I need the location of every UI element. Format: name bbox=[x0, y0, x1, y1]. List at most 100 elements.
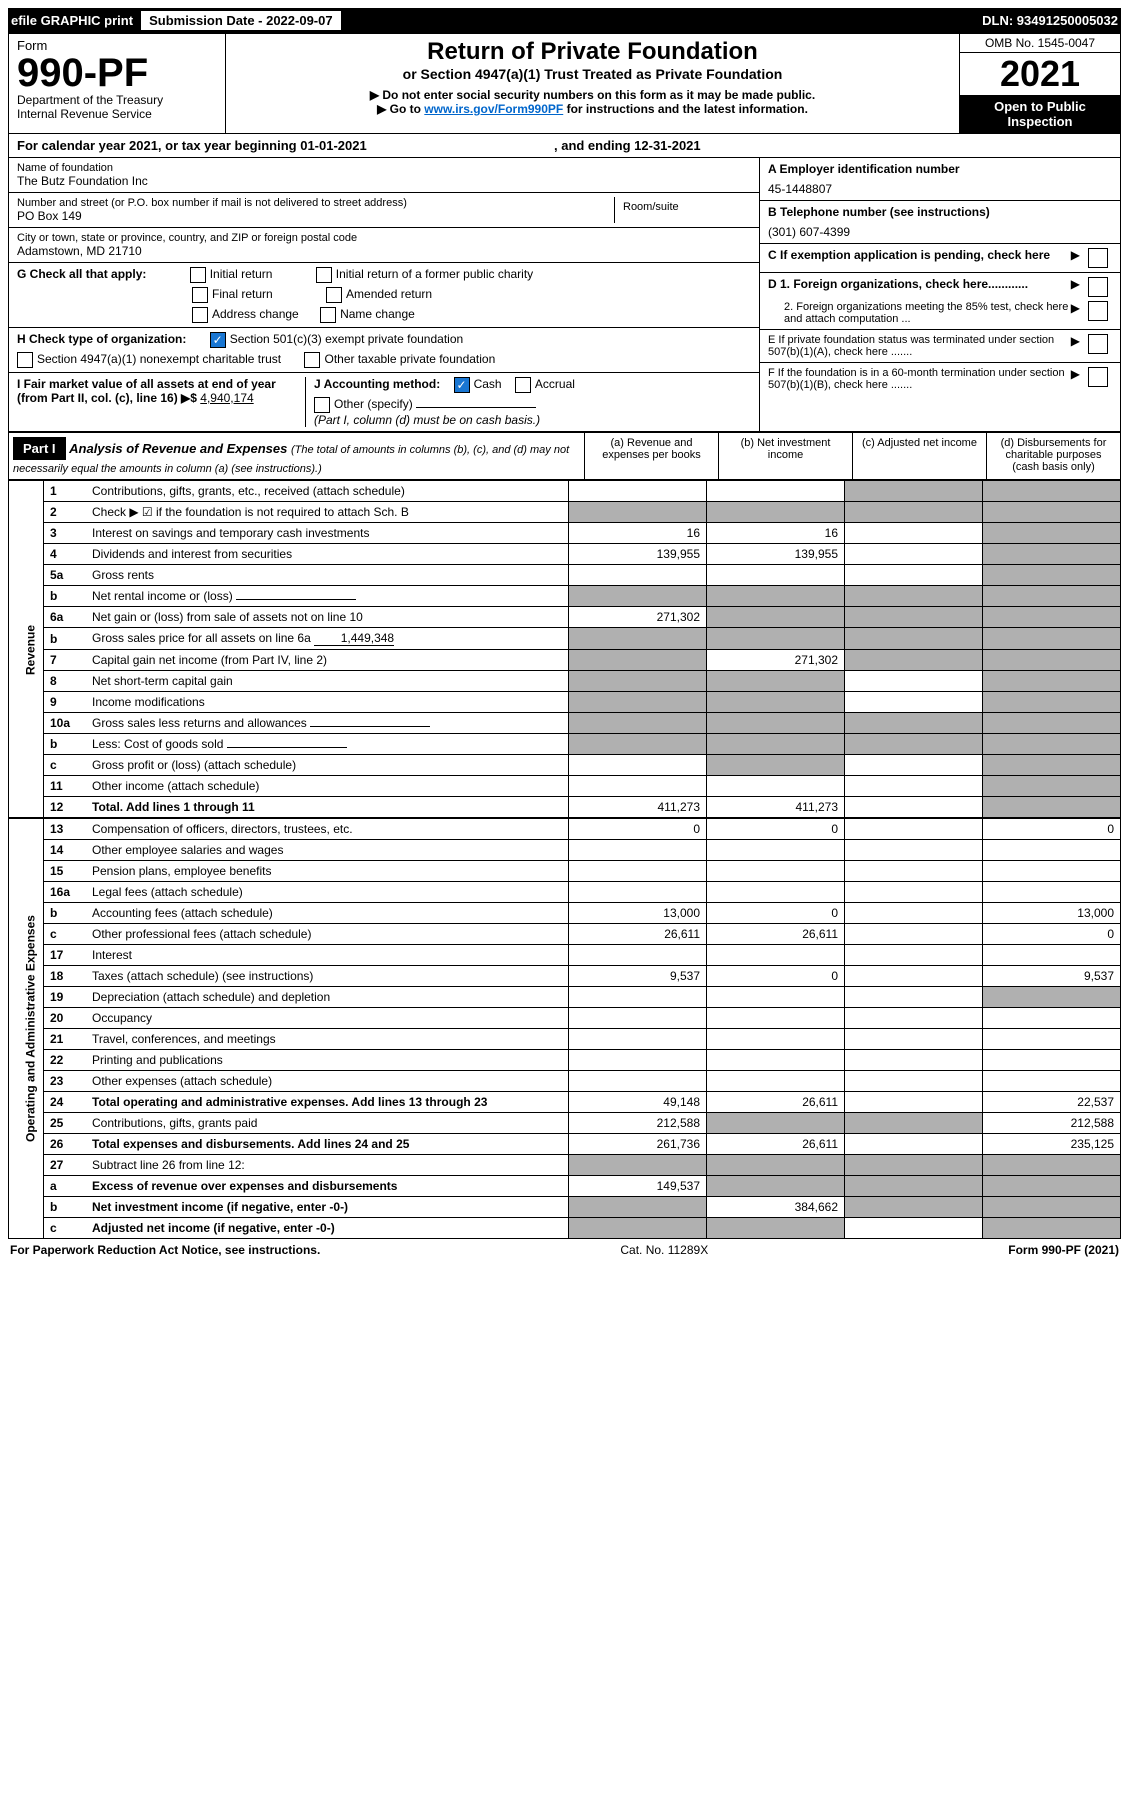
row-num: 3 bbox=[44, 523, 87, 544]
row-num: b bbox=[44, 734, 87, 755]
cell-value: 235,125 bbox=[983, 1134, 1121, 1155]
col-d-header: (d) Disbursements for charitable purpose… bbox=[986, 433, 1120, 479]
c-cell: C If exemption application is pending, c… bbox=[760, 244, 1120, 273]
cell-value bbox=[707, 840, 845, 861]
row-num: 11 bbox=[44, 776, 87, 797]
cell-value bbox=[569, 481, 707, 502]
row-label: Gross profit or (loss) (attach schedule) bbox=[86, 755, 569, 776]
row-label: Excess of revenue over expenses and disb… bbox=[86, 1176, 569, 1197]
cell-value bbox=[569, 1008, 707, 1029]
row-num: 8 bbox=[44, 671, 87, 692]
table-row: 2Check ▶ ☑ if the foundation is not requ… bbox=[9, 502, 1121, 523]
table-row: 3Interest on savings and temporary cash … bbox=[9, 523, 1121, 544]
cash-checkbox[interactable] bbox=[454, 377, 470, 393]
g-final: Final return bbox=[212, 287, 273, 301]
other-method-checkbox[interactable] bbox=[314, 397, 330, 413]
cell-shaded bbox=[707, 734, 845, 755]
accrual-checkbox[interactable] bbox=[515, 377, 531, 393]
cell-value bbox=[569, 987, 707, 1008]
table-row: 10aGross sales less returns and allowanc… bbox=[9, 713, 1121, 734]
cell-value: 9,537 bbox=[569, 966, 707, 987]
table-row: 18Taxes (attach schedule) (see instructi… bbox=[9, 966, 1121, 987]
table-row: bNet investment income (if negative, ent… bbox=[9, 1197, 1121, 1218]
cell-value: 212,588 bbox=[983, 1113, 1121, 1134]
initial-return-checkbox[interactable] bbox=[190, 267, 206, 283]
table-row: bNet rental income or (loss) bbox=[9, 586, 1121, 607]
cell-shaded bbox=[707, 1155, 845, 1176]
cell-shaded bbox=[845, 628, 983, 650]
row-label: Check ▶ ☑ if the foundation is not requi… bbox=[86, 502, 569, 523]
cell-value bbox=[569, 565, 707, 586]
row-label: Other employee salaries and wages bbox=[86, 840, 569, 861]
row-label: Taxes (attach schedule) (see instruction… bbox=[86, 966, 569, 987]
cell-shaded bbox=[707, 692, 845, 713]
row-label: Total expenses and disbursements. Add li… bbox=[86, 1134, 569, 1155]
cell-value bbox=[845, 797, 983, 818]
h-501c3: Section 501(c)(3) exempt private foundat… bbox=[230, 332, 463, 346]
c-checkbox[interactable] bbox=[1088, 248, 1108, 268]
row-num: 20 bbox=[44, 1008, 87, 1029]
cell-shaded bbox=[707, 607, 845, 628]
501c3-checkbox[interactable] bbox=[210, 332, 226, 348]
row-num: b bbox=[44, 1197, 87, 1218]
cell-value bbox=[569, 776, 707, 797]
f-label: F If the foundation is in a 60-month ter… bbox=[768, 367, 1071, 391]
h-other: Other taxable private foundation bbox=[324, 352, 495, 366]
g-amended: Amended return bbox=[346, 287, 432, 301]
cell-value bbox=[845, 1218, 983, 1239]
cell-value bbox=[707, 481, 845, 502]
final-return-checkbox[interactable] bbox=[192, 287, 208, 303]
row-label: Less: Cost of goods sold bbox=[86, 734, 569, 755]
d2-checkbox[interactable] bbox=[1088, 301, 1108, 321]
other-taxable-checkbox[interactable] bbox=[304, 352, 320, 368]
row-num: a bbox=[44, 1176, 87, 1197]
arrow-icon: ▶ bbox=[1071, 248, 1080, 262]
address-change-checkbox[interactable] bbox=[192, 307, 208, 323]
cell-shaded bbox=[569, 628, 707, 650]
row-num: 10a bbox=[44, 713, 87, 734]
cell-value: 0 bbox=[707, 903, 845, 924]
part1-title: Analysis of Revenue and Expenses bbox=[69, 441, 287, 456]
table-row: cOther professional fees (attach schedul… bbox=[9, 924, 1121, 945]
e-checkbox[interactable] bbox=[1088, 334, 1108, 354]
name-change-checkbox[interactable] bbox=[320, 307, 336, 323]
arrow-icon: ▶ bbox=[1071, 277, 1080, 291]
cell-shaded bbox=[707, 671, 845, 692]
cell-shaded bbox=[845, 586, 983, 607]
row-label: Interest on savings and temporary cash i… bbox=[86, 523, 569, 544]
f-checkbox[interactable] bbox=[1088, 367, 1108, 387]
row-label: Net gain or (loss) from sale of assets n… bbox=[86, 607, 569, 628]
cell-value bbox=[845, 1134, 983, 1155]
row-label: Total operating and administrative expen… bbox=[86, 1092, 569, 1113]
foundation-name: The Butz Foundation Inc bbox=[17, 174, 751, 188]
form-title: Return of Private Foundation bbox=[234, 38, 951, 66]
initial-former-checkbox[interactable] bbox=[316, 267, 332, 283]
cell-value bbox=[845, 523, 983, 544]
cell-value bbox=[845, 671, 983, 692]
g-checks: G Check all that apply: Initial return I… bbox=[9, 263, 759, 328]
row-num: 23 bbox=[44, 1071, 87, 1092]
cell-value: 212,588 bbox=[569, 1113, 707, 1134]
row-num: 24 bbox=[44, 1092, 87, 1113]
open-public: Open to Public Inspection bbox=[960, 95, 1120, 133]
4947-checkbox[interactable] bbox=[17, 352, 33, 368]
cell-shaded bbox=[983, 734, 1121, 755]
form990pf-link[interactable]: www.irs.gov/Form990PF bbox=[424, 102, 563, 116]
cell-shaded bbox=[845, 734, 983, 755]
cell-value bbox=[983, 1050, 1121, 1071]
tax-year: 2021 bbox=[960, 53, 1120, 95]
cell-value bbox=[845, 544, 983, 565]
cell-value bbox=[845, 882, 983, 903]
amended-checkbox[interactable] bbox=[326, 287, 342, 303]
cell-value: 26,611 bbox=[569, 924, 707, 945]
cell-shaded bbox=[845, 1155, 983, 1176]
row-label: Adjusted net income (if negative, enter … bbox=[86, 1218, 569, 1239]
d1-checkbox[interactable] bbox=[1088, 277, 1108, 297]
cell-value bbox=[569, 840, 707, 861]
j-note: (Part I, column (d) must be on cash basi… bbox=[314, 413, 751, 427]
table-row: Revenue1Contributions, gifts, grants, et… bbox=[9, 481, 1121, 502]
calendar-begin: For calendar year 2021, or tax year begi… bbox=[17, 138, 367, 153]
efile-label: efile GRAPHIC print bbox=[11, 13, 133, 28]
cell-value bbox=[983, 1029, 1121, 1050]
cell-value: 26,611 bbox=[707, 1134, 845, 1155]
